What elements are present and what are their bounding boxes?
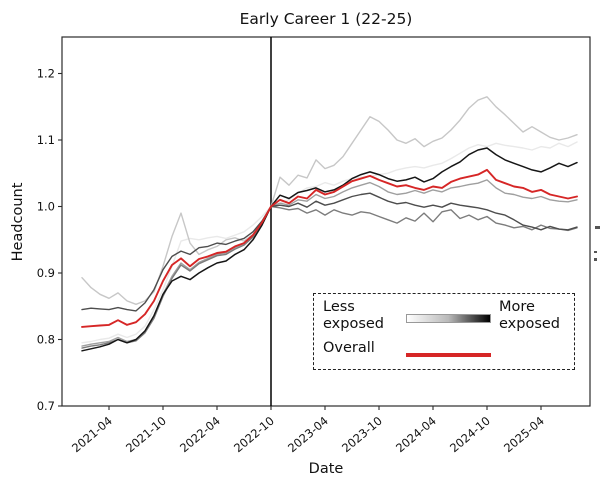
exposure-gradient-bar (406, 314, 491, 323)
y-tick-label: 0.7 (37, 399, 55, 413)
legend-more-exposed-label: More exposed (499, 299, 561, 333)
y-tick-label: 0.8 (37, 332, 55, 346)
x-tick-label: 2023-10 (339, 414, 385, 456)
x-tick-label: 2022-10 (231, 414, 277, 456)
x-tick-label: 2023-04 (285, 414, 331, 456)
x-tick-label: 2022-04 (177, 414, 223, 456)
series-line-highly-exposed-quantile-5- (81, 192, 578, 312)
series-line-most-exposed-quantile-6- (81, 147, 578, 352)
chart-title: Early Career 1 (22-25) (239, 10, 413, 28)
x-tick-label: 2024-10 (447, 414, 493, 456)
cropped-neighbor-mark (595, 226, 600, 229)
y-axis-label: Headcount (10, 182, 26, 262)
x-tick-label: 2025-04 (501, 414, 547, 456)
legend-less-exposed-label: Less exposed (323, 299, 385, 333)
legend-overall-label: Overall (323, 340, 375, 356)
series-line-overall (81, 168, 578, 328)
series-line-least-exposed-quantile-1- (81, 141, 578, 344)
legend-overall-line-swatch (406, 353, 491, 357)
x-axis-label: Date (308, 461, 344, 477)
x-tick-label: 2024-04 (393, 414, 439, 456)
legend-box: Less exposed More exposed Overall (313, 293, 575, 370)
y-tick-label: 1.1 (37, 133, 55, 147)
y-tick-label: 1.2 (37, 66, 55, 80)
cropped-neighbor-mark (594, 258, 597, 261)
x-tick-label: 2021-10 (123, 414, 169, 456)
cropped-neighbor-mark (594, 251, 597, 253)
y-tick-label: 1.0 (37, 199, 55, 213)
x-tick-label: 2021-04 (69, 414, 115, 456)
y-tick-label: 0.9 (37, 266, 55, 280)
series-line-less-exposed-quantile-2- (81, 96, 578, 305)
plot-frame (61, 36, 591, 407)
